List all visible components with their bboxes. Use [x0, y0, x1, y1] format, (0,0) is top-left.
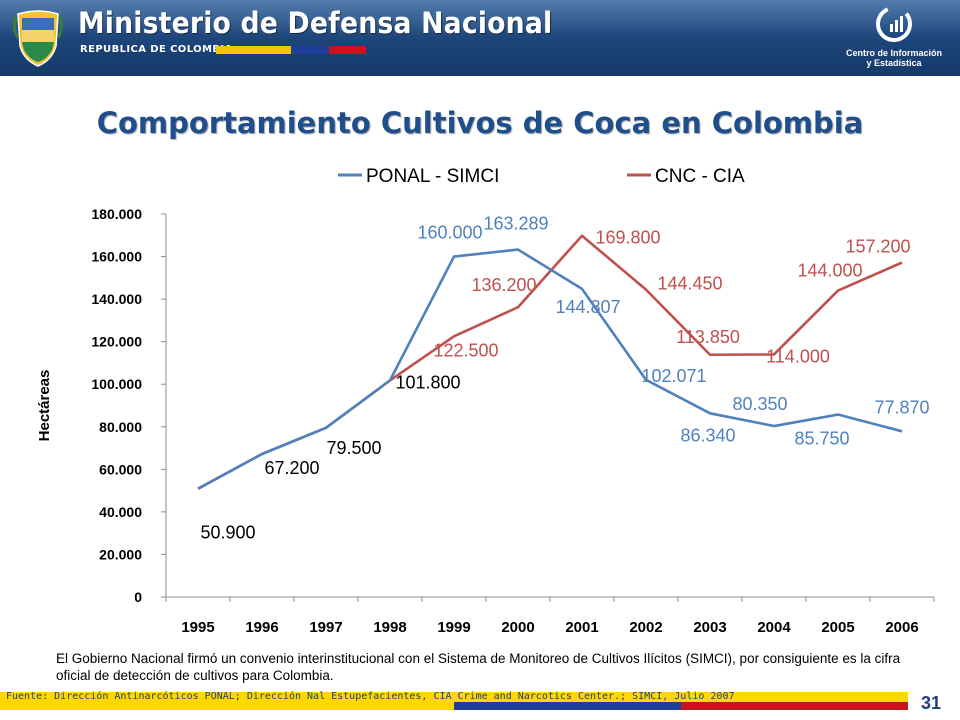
y-tick-label: 180.000 [91, 206, 142, 222]
data-label: 144.450 [657, 274, 722, 294]
y-tick-label: 140.000 [91, 291, 142, 307]
flag-stripe [216, 46, 366, 54]
y-tick-label: 120.000 [91, 334, 142, 350]
cie-label: Centro de Información y Estadística [826, 48, 960, 68]
x-tick-label: 1999 [437, 619, 470, 636]
source-note: Fuente: Dirección Antinarcóticos PONAL; … [6, 691, 735, 702]
caption-text: El Gobierno Nacional firmó un convenio i… [56, 651, 901, 683]
cie-logo-icon [876, 6, 912, 42]
data-label: 50.900 [200, 523, 255, 543]
x-tick-label: 1998 [373, 619, 406, 636]
legend-label: PONAL - SIMCI [366, 166, 499, 187]
legend-label: CNC - CIA [655, 166, 745, 187]
ministry-subtitle: REPUBLICA DE COLOMBIA [80, 44, 233, 55]
x-tick-label: 2003 [693, 619, 726, 636]
x-tick-label: 1997 [309, 619, 342, 636]
data-label: 102.071 [641, 366, 706, 386]
data-label: 86.340 [680, 425, 735, 445]
x-tick-label: 2006 [885, 619, 918, 636]
y-tick-label: 160.000 [91, 249, 142, 265]
y-tick-label: 20.000 [99, 546, 142, 562]
data-label: 79.500 [326, 438, 381, 458]
y-tick-label: 80.000 [99, 419, 142, 435]
x-tick-label: 2005 [821, 619, 854, 636]
data-label: 114.000 [766, 346, 830, 366]
data-label: 122.500 [433, 340, 498, 360]
y-tick-label: 0 [134, 589, 142, 605]
footer-yellow-band [0, 692, 908, 702]
data-label: 80.350 [732, 394, 787, 414]
slide-title: Comportamiento Cultivos de Coca en Colom… [96, 106, 864, 140]
data-label: 113.850 [676, 327, 740, 347]
y-tick-label: 100.000 [91, 376, 142, 392]
x-tick-label: 2004 [757, 619, 791, 636]
x-tick-label: 2001 [565, 619, 598, 636]
data-label: 144.807 [555, 297, 620, 317]
data-label: 160.000 [417, 223, 482, 243]
x-tick-label: 2002 [629, 619, 662, 636]
y-axis-label: Hectáreas [36, 370, 53, 442]
y-tick-label: 60.000 [99, 461, 142, 477]
x-tick-label: 1996 [245, 619, 278, 636]
footer-flag-band [0, 702, 908, 710]
data-label: 163.289 [483, 214, 548, 234]
data-label: 136.200 [471, 275, 536, 295]
data-label: 169.800 [595, 228, 660, 248]
header-bar: Ministerio de Defensa Nacional REPUBLICA… [0, 0, 960, 76]
data-label: 77.870 [874, 397, 929, 417]
series-line [197, 248, 903, 490]
y-tick-label: 40.000 [99, 504, 142, 520]
coca-line-chart: 0 20.000 40.000 60.000 80.000 100.000 120.000 1… [36, 166, 935, 636]
data-label: 85.750 [794, 429, 849, 449]
cie-label-line2: y Estadística [866, 58, 922, 68]
ministry-title: Ministerio de Defensa Nacional [78, 6, 553, 40]
data-label: 157.200 [845, 237, 910, 257]
data-label: 101.800 [395, 372, 460, 392]
data-label: 67.200 [264, 458, 319, 478]
header-shine [0, 0, 960, 36]
coat-of-arms-icon [12, 10, 64, 67]
data-label: 144.000 [797, 261, 862, 281]
x-tick-label: 1995 [181, 619, 214, 636]
page-number: 31 [920, 693, 942, 713]
cie-label-line1: Centro de Información [845, 48, 942, 58]
x-tick-label: 2000 [501, 619, 534, 636]
